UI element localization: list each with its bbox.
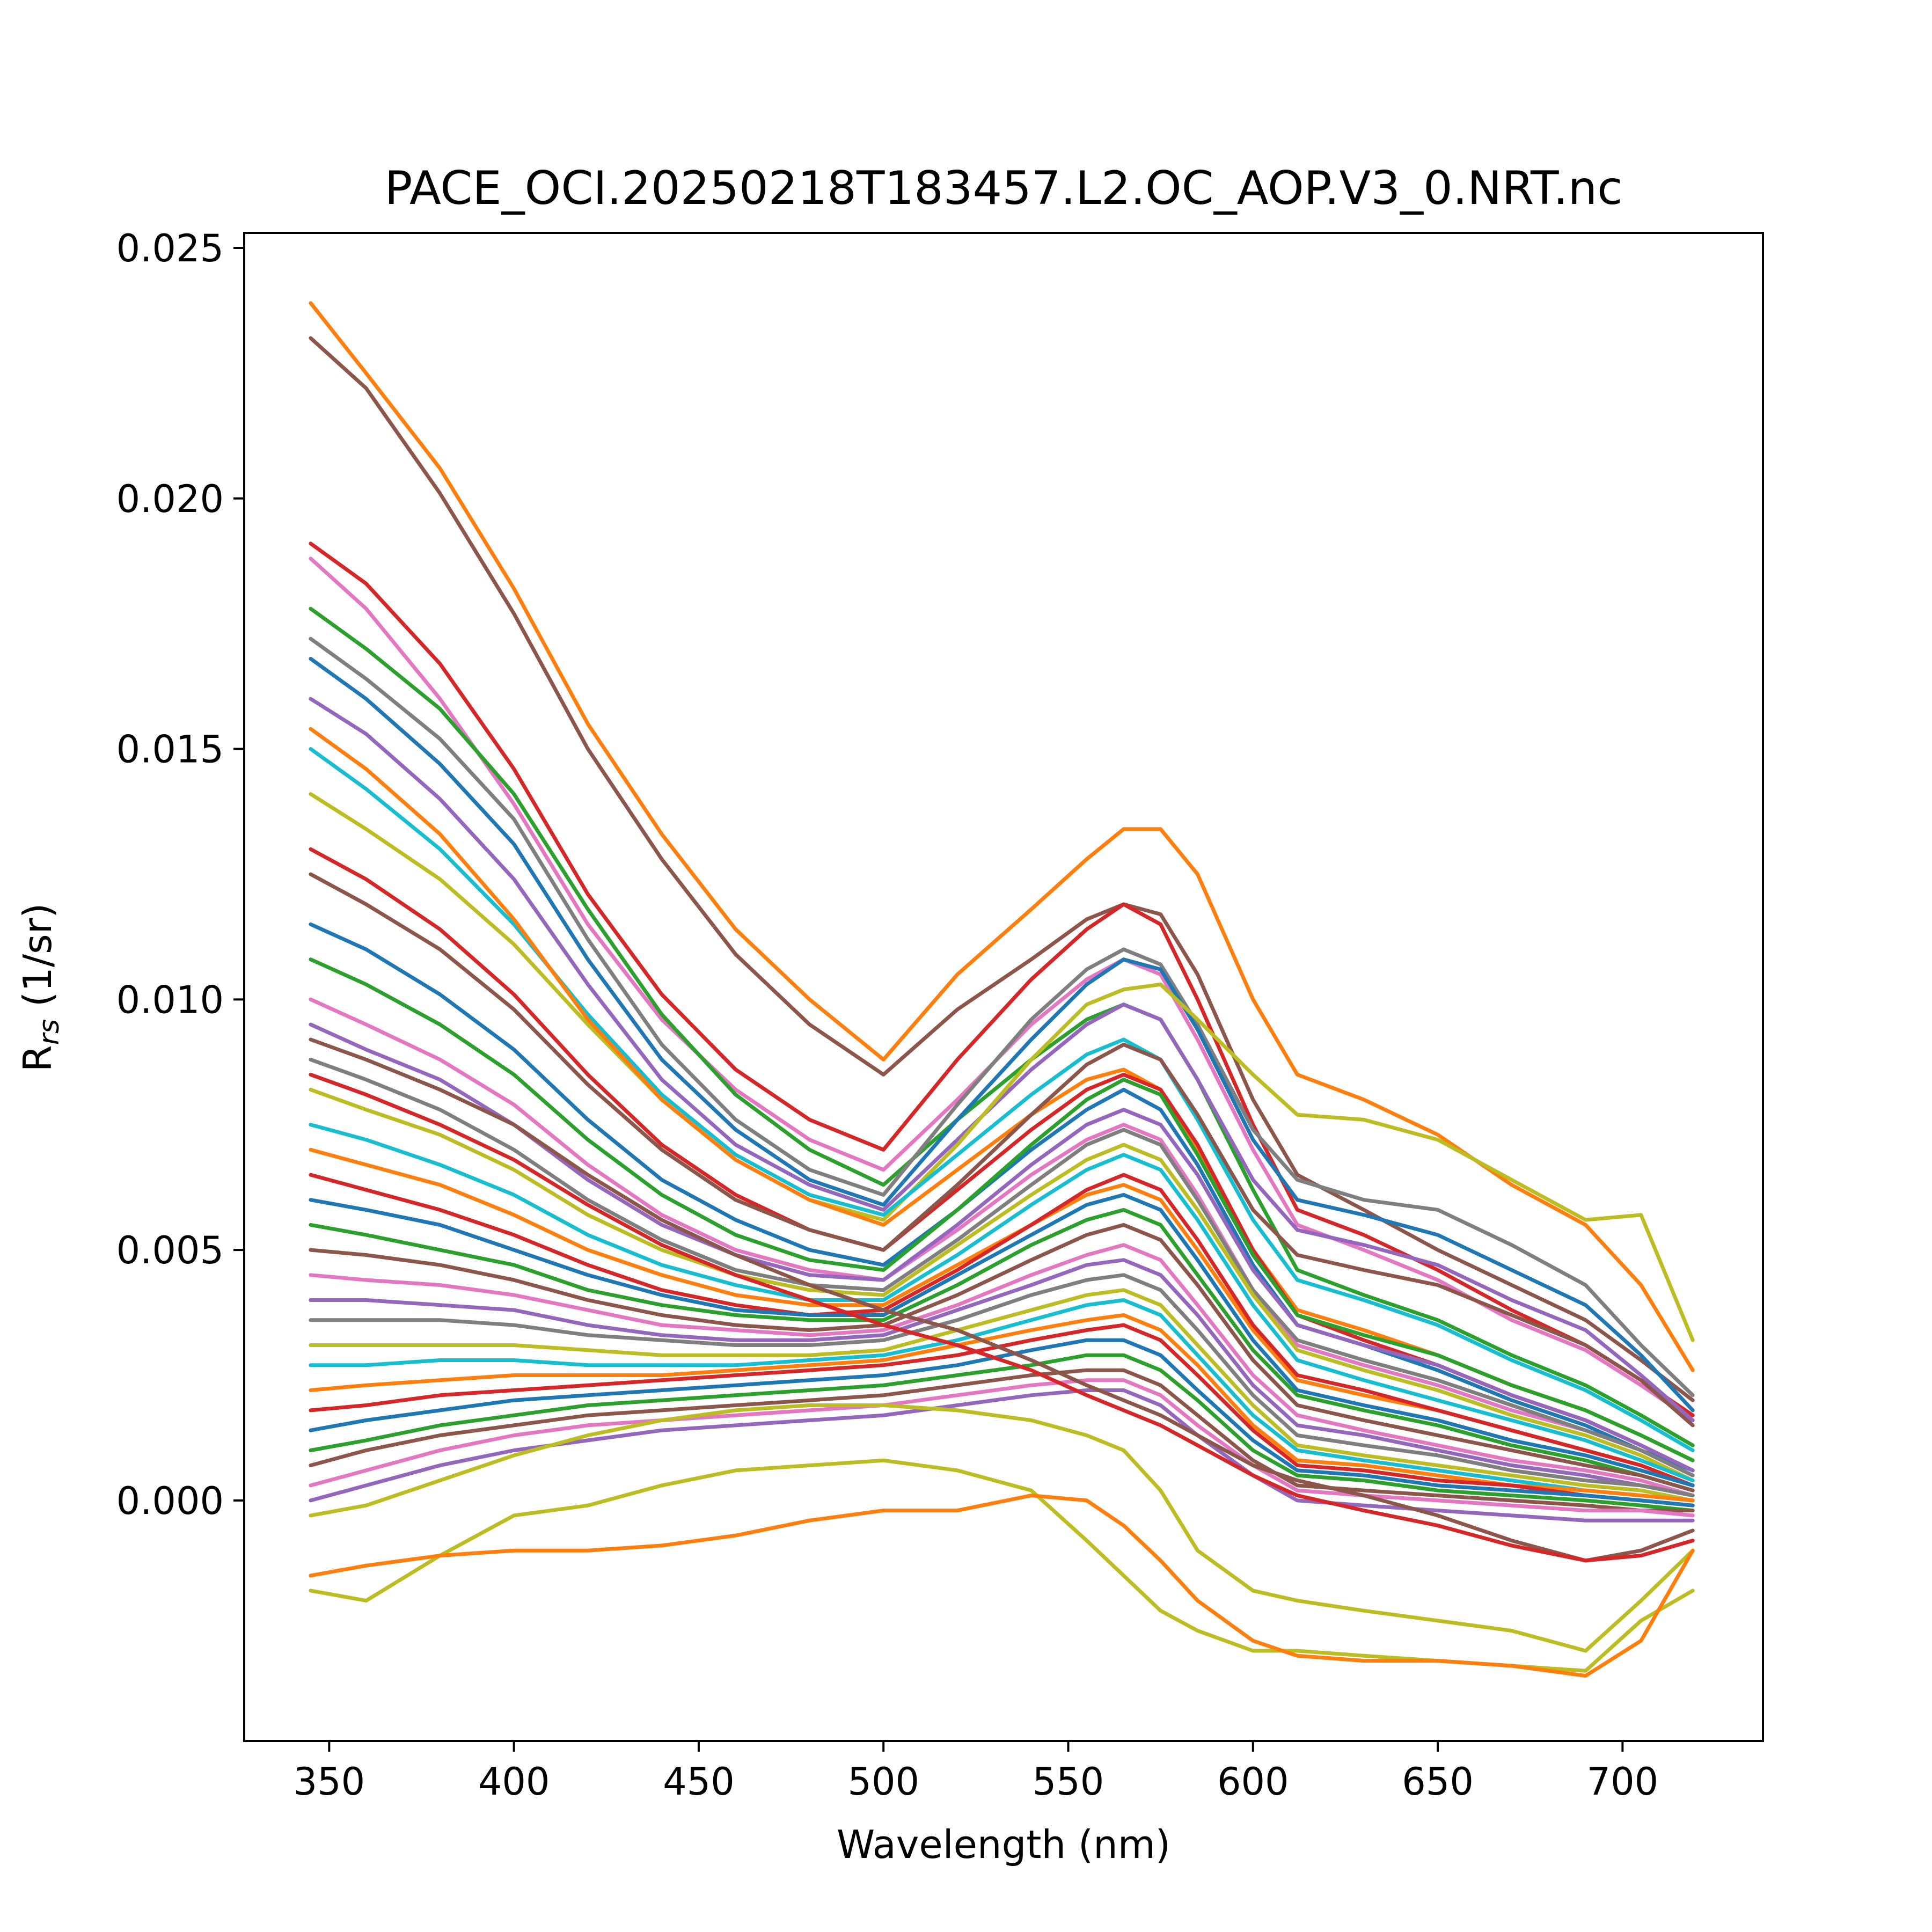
- series-line: [309, 606, 1695, 1447]
- series-line: [309, 922, 1695, 1473]
- series-line: [309, 997, 1695, 1477]
- x-axis-label: Wavelength (nm): [837, 1822, 1170, 1867]
- series-line: [309, 1072, 1695, 1563]
- series-line: [309, 1323, 1695, 1507]
- series-line: [309, 697, 1695, 1422]
- x-tick-label: 450: [663, 1760, 735, 1804]
- series-line: [309, 1208, 1695, 1492]
- y-axis-label-main: R: [15, 1045, 60, 1072]
- series-line: [309, 336, 1695, 1402]
- series-line: [309, 1378, 1695, 1518]
- y-tick-label: 0.000: [116, 1479, 224, 1523]
- series-line: [309, 957, 1695, 1462]
- series-line: [309, 1288, 1695, 1503]
- series-line: [309, 1273, 1695, 1498]
- chart-title: PACE_OCI.20250218T183457.L2.OC_AOP.V3_0.…: [385, 162, 1623, 215]
- series-lines: [309, 301, 1695, 1678]
- y-tick-label: 0.010: [116, 978, 224, 1022]
- x-tick-label: 600: [1217, 1760, 1289, 1804]
- y-tick-label: 0.025: [116, 226, 224, 270]
- series-line: [309, 872, 1695, 1428]
- y-axis: 0.000 0.005 0.010 0.015 0.020 0.025: [116, 226, 244, 1523]
- series-line: [309, 1494, 1695, 1678]
- y-tick-label: 0.020: [116, 477, 224, 521]
- y-axis-label-subscript: rs: [33, 1019, 65, 1045]
- series-line: [309, 541, 1695, 1417]
- x-tick-label: 350: [294, 1760, 365, 1804]
- series-line: [309, 1313, 1695, 1503]
- series-line: [309, 1123, 1695, 1483]
- series-line: [309, 1223, 1695, 1492]
- series-line: [309, 1192, 1695, 1488]
- x-axis: 350 400 450 500 550 600 650 700: [294, 1741, 1659, 1804]
- series-line: [309, 657, 1695, 1413]
- series-line: [309, 1353, 1695, 1513]
- series-line: [309, 1368, 1695, 1513]
- series-line: [309, 1338, 1695, 1507]
- series-line: [309, 1173, 1695, 1488]
- series-line: [309, 1243, 1695, 1498]
- series-line: [309, 1298, 1695, 1503]
- series-line: [309, 636, 1695, 1397]
- series-line: [309, 1037, 1695, 1563]
- x-tick-label: 550: [1033, 1760, 1104, 1804]
- x-tick-label: 400: [478, 1760, 550, 1804]
- series-line: [309, 1057, 1695, 1477]
- series-line: [309, 1087, 1695, 1483]
- x-tick-label: 500: [847, 1760, 919, 1804]
- series-line: [309, 1403, 1695, 1653]
- x-tick-label: 700: [1587, 1760, 1659, 1804]
- series-line: [309, 1258, 1695, 1498]
- y-axis-label: Rrs (1/sr): [15, 903, 65, 1072]
- y-tick-label: 0.015: [116, 728, 224, 772]
- x-tick-label: 650: [1402, 1760, 1474, 1804]
- y-axis-label-unit: (1/sr): [15, 903, 60, 1019]
- series-line: [309, 1022, 1695, 1473]
- y-tick-label: 0.005: [116, 1228, 224, 1272]
- plot-frame: [243, 232, 1764, 1742]
- series-line: [309, 792, 1695, 1342]
